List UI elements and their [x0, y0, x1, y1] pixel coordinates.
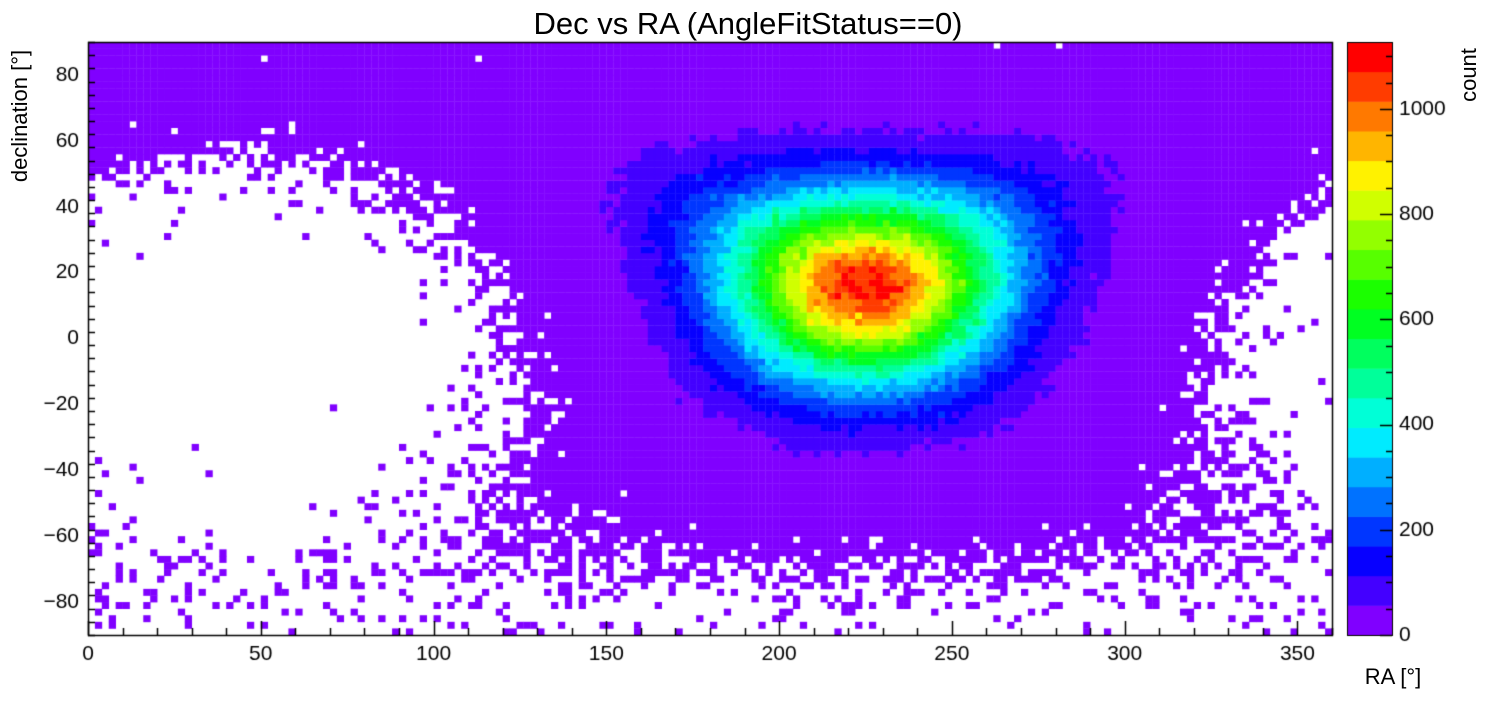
x-axis-title: RA [°]	[1364, 664, 1422, 689]
y-axis-title: declination [°]	[7, 49, 32, 183]
chart-title: Dec vs RA (AngleFitStatus==0)	[533, 6, 963, 41]
colorbar-title: count	[1456, 48, 1481, 102]
